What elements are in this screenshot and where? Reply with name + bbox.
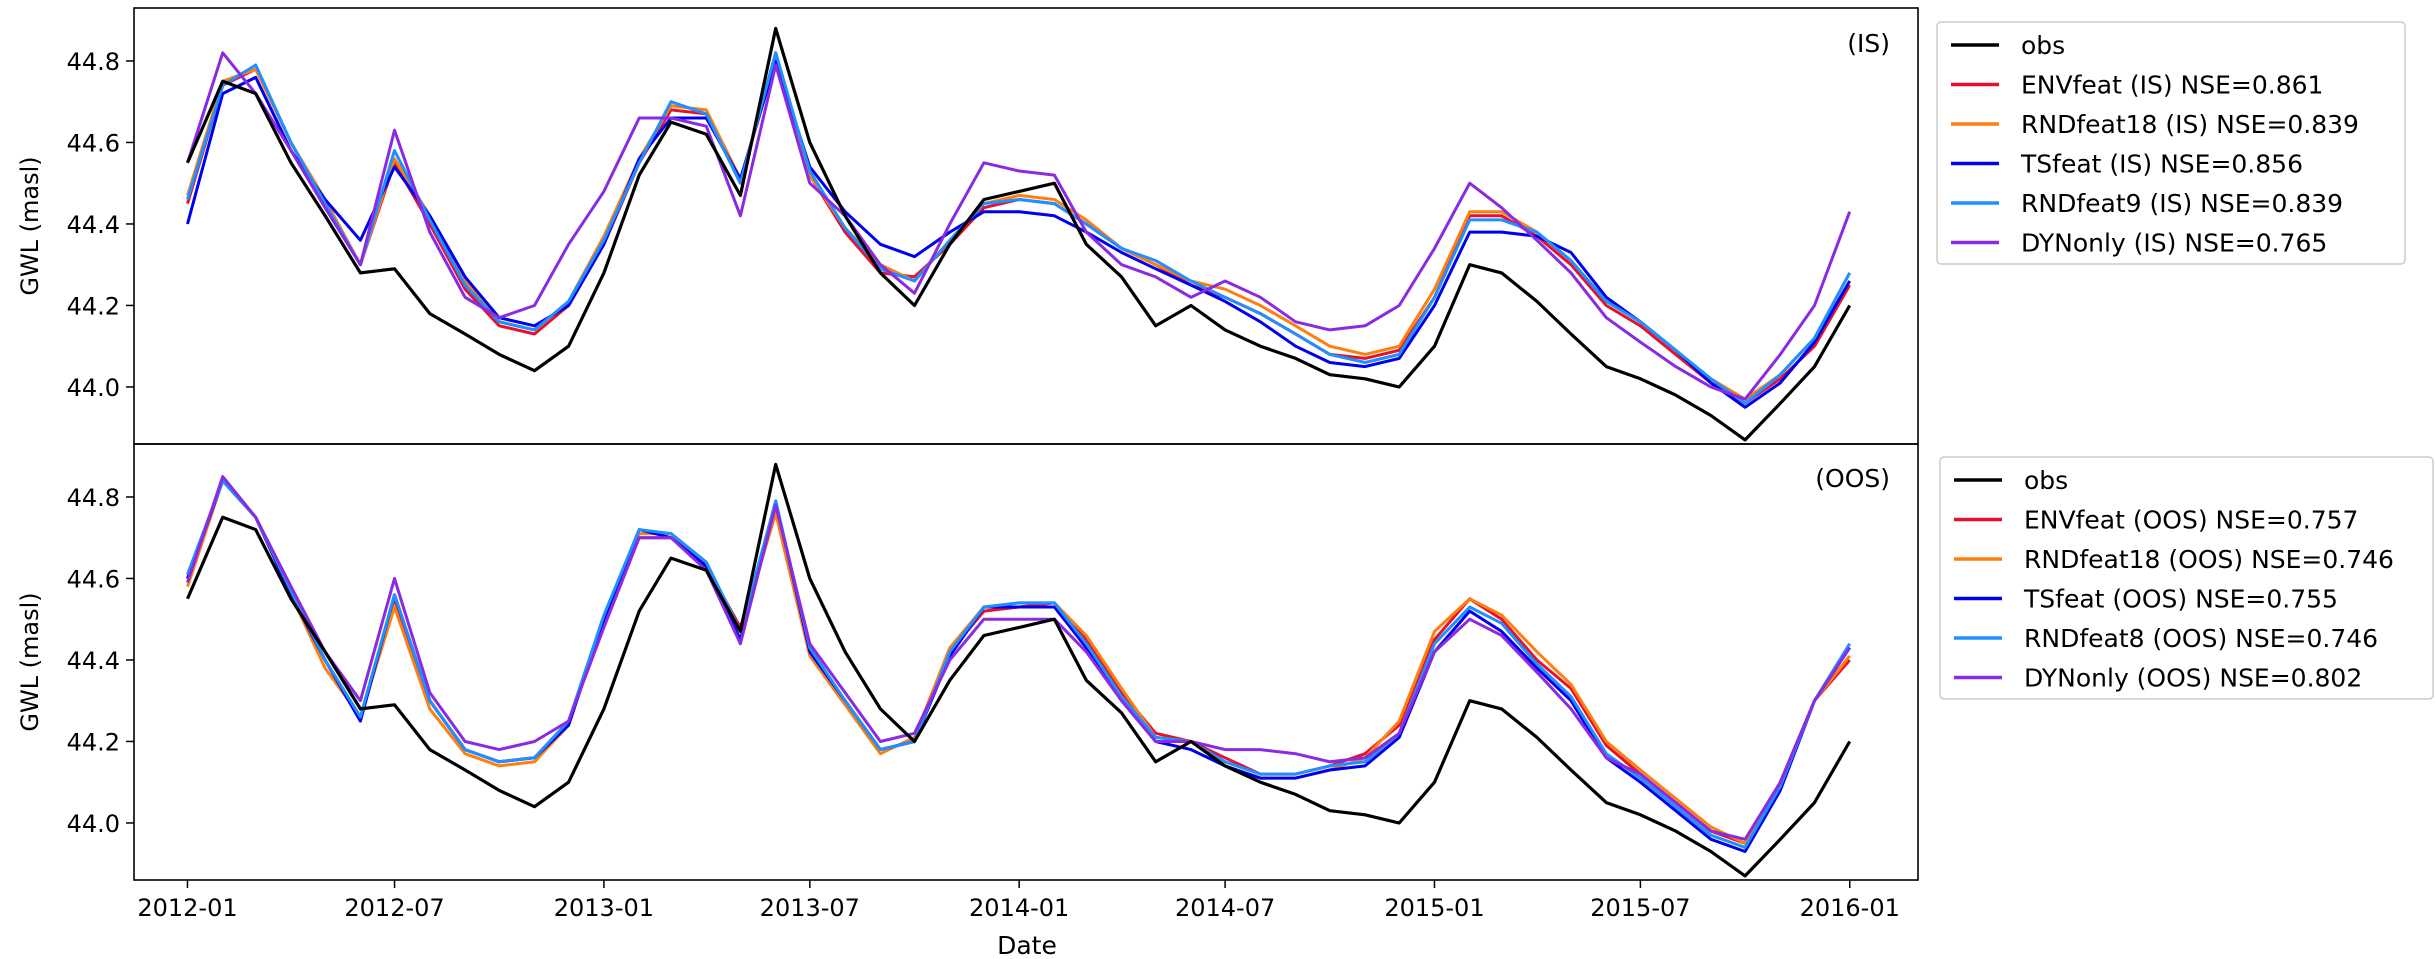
series-line-dyn bbox=[186, 475, 1851, 841]
y-tick-label: 44.0 bbox=[67, 810, 120, 838]
y-tick-label: 44.8 bbox=[67, 484, 120, 512]
y-axis-label: GWL (masl) bbox=[16, 592, 44, 731]
legend-entry: RNDfeat9 (IS) NSE=0.839 bbox=[2021, 189, 2343, 218]
panel-in-sample: 44.0 44.2 44.4 44.6 44.8 GWL (masl) (IS) obs ENV… bbox=[16, 7, 2406, 445]
y-tick-label: 44.6 bbox=[67, 565, 120, 593]
legend-entry: RNDfeat18 (OOS) NSE=0.746 bbox=[2024, 545, 2394, 574]
panel-label: (IS) bbox=[1847, 29, 1890, 58]
y-tick-label: 44.0 bbox=[67, 374, 120, 402]
series-line-rnd bbox=[186, 479, 1851, 845]
x-tick-label: 2015-01 bbox=[1384, 894, 1484, 922]
legend-entry: TSfeat (OOS) NSE=0.755 bbox=[2023, 585, 2338, 614]
legend-entry: obs bbox=[2021, 31, 2065, 60]
y-tick-label: 44.4 bbox=[67, 211, 120, 239]
series-line-dyn bbox=[186, 51, 1852, 401]
legend-entry: DYNonly (OOS) NSE=0.802 bbox=[2024, 664, 2362, 693]
series-line-ts bbox=[186, 59, 1851, 409]
x-tick-label: 2012-07 bbox=[344, 894, 444, 922]
x-axis-label: Date bbox=[997, 931, 1057, 959]
series-line-env bbox=[186, 479, 1851, 845]
x-tick-label: 2014-01 bbox=[969, 894, 1069, 922]
legend-entry: obs bbox=[2024, 466, 2068, 495]
legend-box bbox=[1939, 456, 2434, 700]
y-tick-label: 44.2 bbox=[67, 728, 120, 756]
series-line-rnd2 bbox=[186, 479, 1851, 849]
y-axis-label: GWL (masl) bbox=[16, 156, 44, 295]
legend-box bbox=[1936, 21, 2406, 265]
x-tick-label: 2013-07 bbox=[760, 894, 860, 922]
series-line-obs bbox=[186, 462, 1852, 878]
legend-entry: ENVfeat (OOS) NSE=0.757 bbox=[2024, 506, 2358, 535]
x-tick-label: 2016-01 bbox=[1800, 894, 1900, 922]
legend-entry: ENVfeat (IS) NSE=0.861 bbox=[2021, 71, 2323, 100]
series-line-obs bbox=[186, 26, 1852, 442]
series-line-rnd2 bbox=[186, 51, 1852, 405]
panel-label: (OOS) bbox=[1815, 464, 1890, 493]
y-tick-label: 44.4 bbox=[67, 647, 120, 675]
plot-frame bbox=[133, 443, 1919, 881]
x-axis: 2012-01 2012-07 2013-01 2013-07 2014-01 2014-… bbox=[137, 880, 1900, 922]
x-tick-label: 2012-01 bbox=[137, 894, 237, 922]
x-tick-label: 2013-01 bbox=[554, 894, 654, 922]
legend-entry: RNDfeat18 (IS) NSE=0.839 bbox=[2021, 110, 2359, 139]
legend-entry: TSfeat (IS) NSE=0.856 bbox=[2020, 150, 2303, 179]
x-tick-label: 2014-07 bbox=[1175, 894, 1275, 922]
y-tick-label: 44.6 bbox=[67, 129, 120, 157]
plot-frame bbox=[133, 7, 1919, 445]
y-tick-label: 44.2 bbox=[67, 292, 120, 320]
y-tick-label: 44.8 bbox=[67, 48, 120, 76]
x-tick-label: 2015-07 bbox=[1590, 894, 1690, 922]
legend-entry: RNDfeat8 (OOS) NSE=0.746 bbox=[2024, 624, 2378, 653]
panel-out-of-sample: 44.0 44.2 44.4 44.6 44.8 GWL (masl) (OOS) obs EN… bbox=[16, 443, 2434, 881]
legend-entry: DYNonly (IS) NSE=0.765 bbox=[2021, 229, 2327, 258]
